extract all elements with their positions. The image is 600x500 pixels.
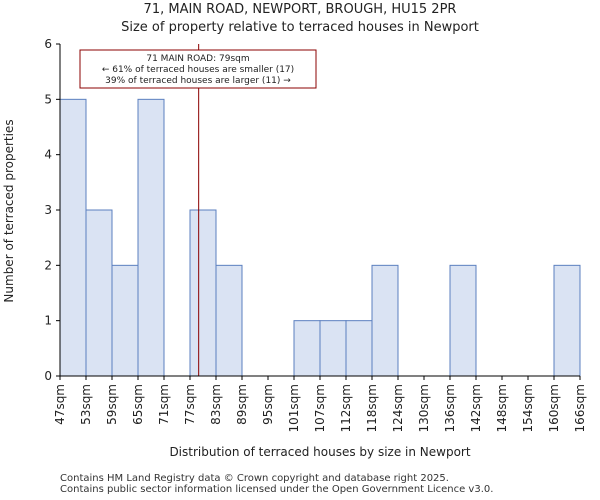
bar-59sqm: [111, 264, 139, 377]
bar-112sqm: [345, 320, 373, 377]
x-tick-label: 89sqm: [235, 384, 249, 425]
chart-title: Size of property relative to terraced ho…: [121, 20, 479, 35]
x-tick-label: 65sqm: [131, 384, 145, 425]
annotation-line-2: ← 61% of terraced houses are smaller (17…: [102, 65, 294, 75]
x-axis-label: Distribution of terraced houses by size …: [169, 445, 471, 459]
bar-101sqm: [293, 320, 321, 377]
y-tick-label: 1: [44, 314, 52, 328]
bars-group: [59, 98, 581, 377]
x-tick-label: 107sqm: [313, 384, 327, 432]
x-tick-label: 154sqm: [521, 384, 535, 432]
x-tick-label: 47sqm: [53, 384, 67, 425]
annotation-group: 71 MAIN ROAD: 79sqm← 61% of terraced hou…: [79, 49, 317, 89]
x-tick-label: 77sqm: [183, 384, 197, 425]
bar-77sqm: [189, 209, 217, 377]
x-tick-label: 101sqm: [287, 384, 301, 432]
x-tick-label: 83sqm: [209, 384, 223, 425]
annotation-box: [79, 49, 317, 89]
footer-copyright: Contains HM Land Registry data © Crown c…: [60, 473, 449, 484]
y-tick-label: 6: [44, 37, 52, 51]
annotation-line-3: 39% of terraced houses are larger (11) →: [105, 76, 291, 86]
chart-title-address: 71, MAIN ROAD, NEWPORT, BROUGH, HU15 2PR: [143, 2, 457, 17]
bar-136sqm: [449, 264, 477, 377]
bar-160sqm: [553, 264, 581, 377]
x-tick-label: 142sqm: [469, 384, 483, 432]
annotation-line-1: 71 MAIN ROAD: 79sqm: [146, 54, 249, 64]
x-tick-label: 166sqm: [573, 384, 587, 432]
bar-118sqm: [371, 264, 399, 377]
x-tick-label: 124sqm: [391, 384, 405, 432]
y-tick-label: 4: [44, 148, 52, 162]
footer-licence: Contains public sector information licen…: [60, 484, 494, 495]
y-tick-label: 3: [44, 203, 52, 217]
bar-53sqm: [85, 209, 113, 377]
x-tick-label: 130sqm: [417, 384, 431, 432]
axes-group: 0 1 2 3 4 5 6 47sqm 53sqm 59sqm 65sqm 71sqm 77sqm 83s…: [44, 37, 587, 432]
x-tick-label: 53sqm: [79, 384, 93, 425]
bar-47sqm: [59, 98, 87, 377]
x-tick-label: 112sqm: [339, 384, 353, 432]
y-tick-label: 5: [44, 92, 52, 106]
y-tick-label: 0: [44, 369, 52, 383]
bar-83sqm: [215, 264, 243, 377]
x-tick-label: 148sqm: [495, 384, 509, 432]
x-tick-label: 160sqm: [547, 384, 561, 432]
y-tick-label: 2: [44, 258, 52, 272]
bar-65sqm: [137, 98, 165, 377]
x-tick-label: 118sqm: [365, 384, 379, 432]
bar-107sqm: [319, 320, 347, 377]
x-tick-label: 71sqm: [157, 384, 171, 425]
x-tick-label: 95sqm: [261, 384, 275, 425]
x-tick-label: 136sqm: [443, 384, 457, 432]
x-tick-label: 59sqm: [105, 384, 119, 425]
